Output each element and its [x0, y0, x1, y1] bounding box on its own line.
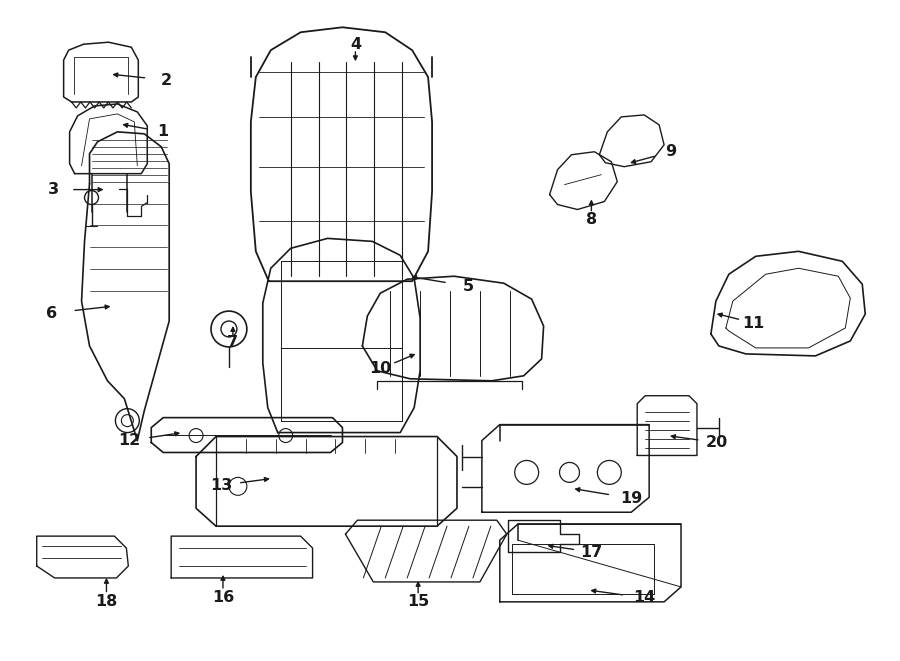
- Text: 5: 5: [463, 279, 473, 293]
- Text: 11: 11: [742, 315, 765, 330]
- Text: 10: 10: [369, 362, 392, 376]
- Text: 6: 6: [46, 305, 58, 321]
- Text: 2: 2: [160, 73, 172, 87]
- Text: 4: 4: [350, 37, 361, 52]
- Text: 3: 3: [48, 182, 59, 197]
- Text: 13: 13: [210, 478, 232, 493]
- Text: 12: 12: [118, 433, 140, 448]
- Text: 19: 19: [620, 490, 643, 506]
- Text: 7: 7: [228, 335, 238, 350]
- Text: 16: 16: [212, 590, 234, 605]
- Text: 9: 9: [665, 144, 677, 159]
- Text: 8: 8: [586, 212, 597, 227]
- Text: 20: 20: [706, 435, 728, 450]
- Text: 15: 15: [407, 594, 429, 609]
- Text: 17: 17: [580, 545, 602, 560]
- Text: 1: 1: [158, 124, 169, 139]
- Text: 14: 14: [633, 590, 655, 605]
- Text: 18: 18: [95, 594, 118, 609]
